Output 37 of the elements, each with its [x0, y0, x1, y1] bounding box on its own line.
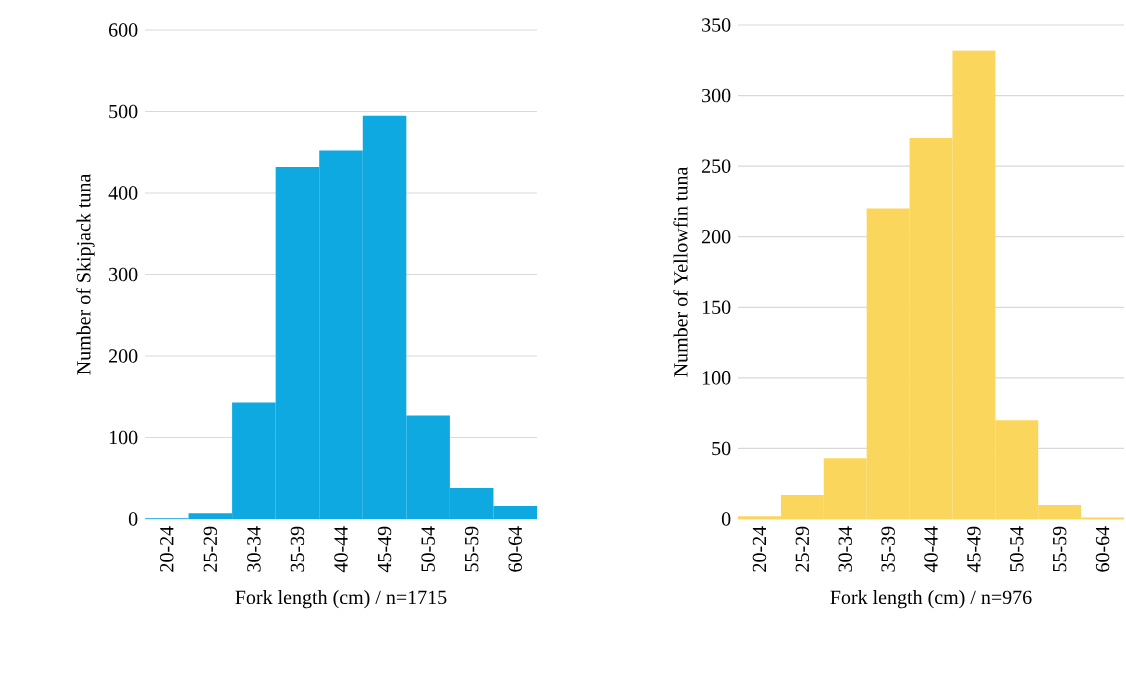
x-tick-label: 50-54 — [421, 526, 435, 572]
x-tick-label: 30-34 — [247, 526, 261, 572]
y-tick-label: 0 — [721, 512, 731, 526]
x-tick-label: 35-39 — [881, 526, 895, 572]
x-axis-title: Fork length (cm) / n=1715 — [235, 590, 447, 609]
x-tick-label: 60-64 — [508, 526, 522, 572]
x-tick-label: 25-29 — [795, 526, 810, 572]
x-tick-label: 40-44 — [924, 526, 938, 573]
y-tick-label: 150 — [702, 300, 731, 315]
x-tick-label: 30-34 — [838, 526, 852, 572]
y-tick-label: 200 — [109, 349, 138, 363]
y-tick-label: 500 — [109, 104, 138, 119]
y-tick-label: 250 — [702, 159, 731, 173]
y-axis-title: Number of Yellowfin tuna — [673, 166, 688, 377]
x-tick-label: 20-24 — [752, 526, 767, 572]
x-tick-label: 45-49 — [967, 526, 981, 573]
x-tick-label: 35-39 — [290, 526, 305, 572]
y-tick-label: 300 — [109, 267, 138, 282]
y-tick-label: 100 — [702, 371, 731, 385]
y-tick-label: 400 — [108, 186, 138, 200]
y-axis-title: Number of Skipjack tuna — [76, 173, 95, 375]
x-tick-label: 50-54 — [1010, 526, 1024, 572]
x-tick-label: 55-59 — [464, 526, 479, 572]
x-tick-label: 45-49 — [377, 526, 392, 573]
y-tick-label: 300 — [702, 88, 731, 103]
y-tick-label: 50 — [712, 441, 731, 456]
x-tick-label: 55-59 — [1052, 526, 1067, 572]
y-tick-label: 350 — [702, 18, 731, 32]
y-tick-label: 200 — [702, 229, 731, 244]
y-tick-label: 0 — [128, 512, 138, 526]
x-tick-label: 25-29 — [203, 526, 218, 572]
y-tick-label: 100 — [109, 430, 138, 445]
x-tick-label: 60-64 — [1095, 526, 1110, 572]
x-tick-label: 40-44 — [334, 526, 348, 573]
y-tick-label: 600 — [109, 23, 138, 37]
x-axis-title: Fork length (cm) / n=976 — [830, 590, 1032, 609]
x-tick-label: 20-24 — [160, 526, 174, 572]
